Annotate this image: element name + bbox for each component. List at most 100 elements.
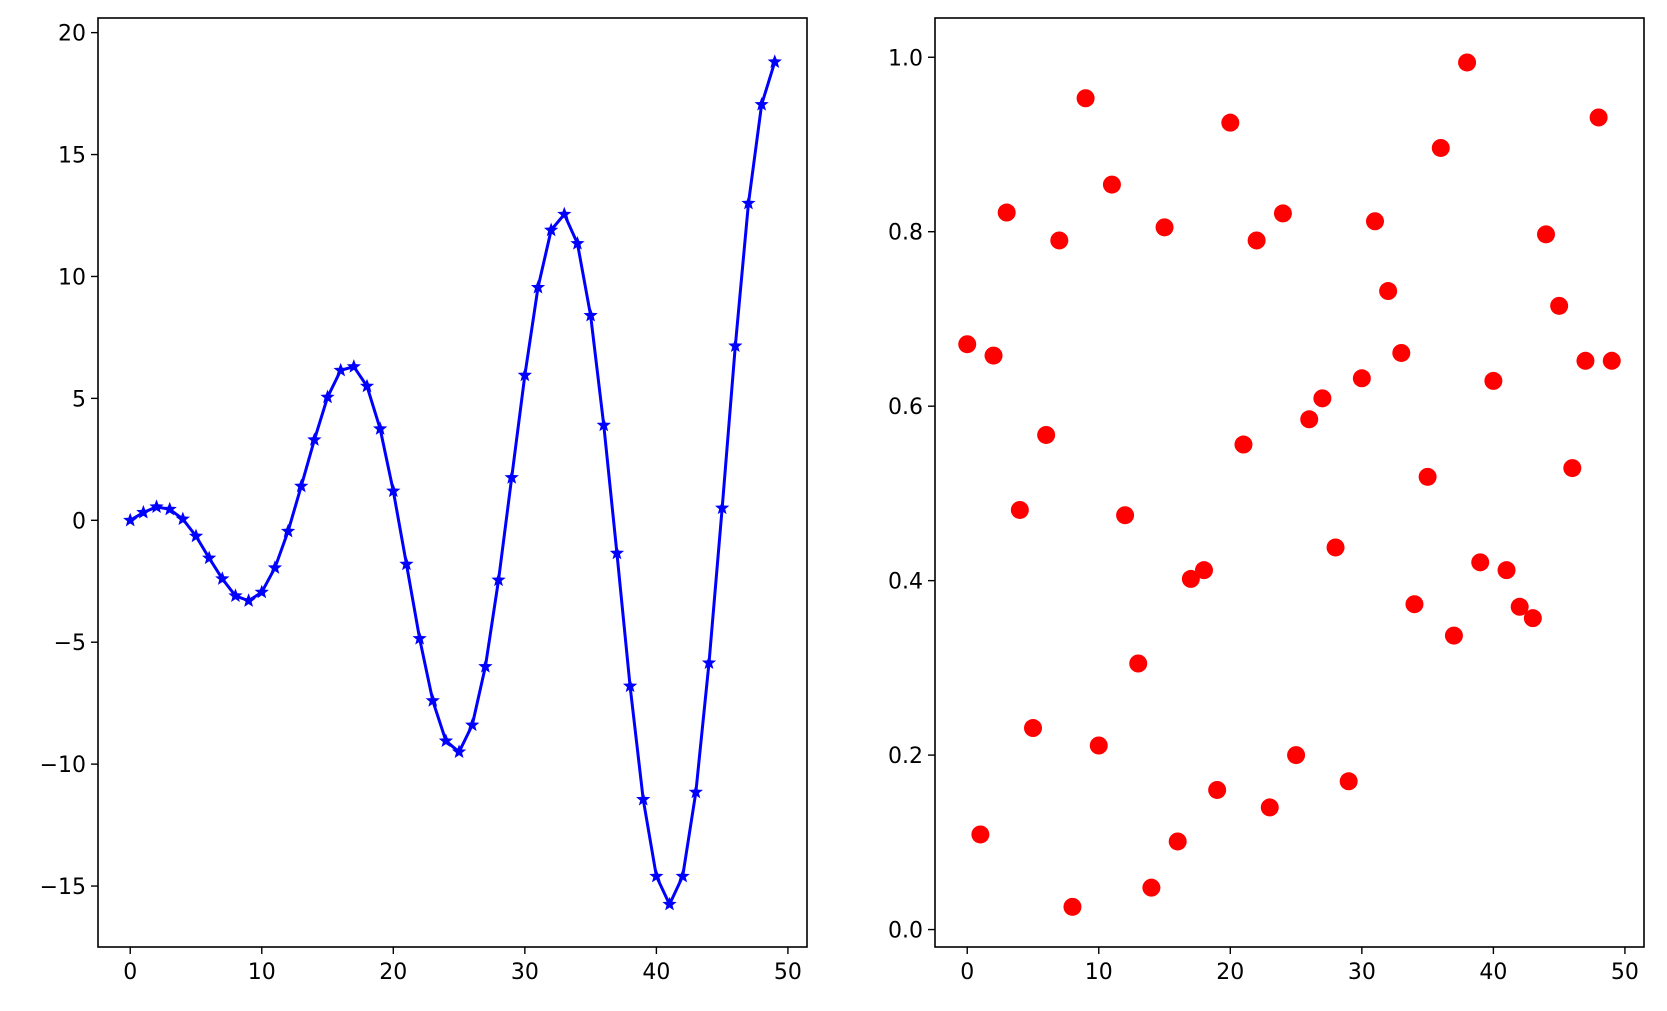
data-point-star bbox=[359, 378, 375, 393]
data-point-star bbox=[715, 500, 730, 515]
data-point bbox=[1010, 500, 1029, 519]
data-point-star bbox=[373, 421, 388, 435]
data-point bbox=[1563, 459, 1582, 478]
plot-area bbox=[123, 54, 782, 911]
y-tick-label: −5 bbox=[54, 631, 86, 656]
data-point-star bbox=[609, 545, 625, 560]
data-point-star bbox=[346, 359, 361, 373]
data-point-star bbox=[767, 54, 782, 68]
x-tick-label: 20 bbox=[1216, 960, 1244, 985]
data-point-star bbox=[425, 693, 440, 707]
data-point-star bbox=[162, 501, 177, 516]
data-point-star bbox=[478, 659, 493, 673]
data-point bbox=[1234, 435, 1253, 454]
x-tick-label: 30 bbox=[511, 960, 539, 985]
data-point-star bbox=[188, 528, 204, 543]
data-point bbox=[1339, 772, 1358, 791]
data-point-star bbox=[451, 744, 467, 758]
axes-frame bbox=[97, 17, 808, 948]
data-point bbox=[1444, 626, 1463, 645]
y-tick-label: 0 bbox=[72, 509, 86, 534]
data-point-star bbox=[241, 593, 256, 607]
data-point-star bbox=[517, 367, 532, 382]
data-point bbox=[1287, 746, 1306, 765]
data-point-star bbox=[123, 512, 138, 527]
y-tick-label: 1.0 bbox=[888, 46, 923, 71]
data-point bbox=[1523, 609, 1542, 628]
data-point-star bbox=[701, 655, 717, 669]
data-point-star bbox=[544, 222, 559, 237]
data-point bbox=[1550, 296, 1569, 315]
data-point bbox=[1471, 553, 1490, 572]
data-point bbox=[997, 203, 1016, 222]
data-point bbox=[1129, 654, 1148, 673]
data-point bbox=[1405, 595, 1424, 614]
data-point bbox=[1155, 218, 1174, 237]
data-point bbox=[1142, 878, 1161, 897]
data-point-star bbox=[754, 97, 769, 111]
y-tick-label: 0.4 bbox=[888, 570, 923, 595]
data-point-star bbox=[465, 717, 480, 732]
data-point bbox=[1537, 225, 1555, 244]
data-point-star bbox=[636, 791, 651, 806]
data-point bbox=[1208, 780, 1227, 799]
data-point bbox=[1024, 719, 1042, 738]
y-tick-label: 15 bbox=[58, 144, 86, 169]
y-tick-label: 5 bbox=[72, 387, 86, 412]
y-tick-label: −15 bbox=[40, 875, 86, 900]
data-point bbox=[1102, 175, 1121, 194]
data-point-star bbox=[557, 206, 572, 221]
data-point-star bbox=[333, 362, 348, 377]
y-tick-label: 0.0 bbox=[888, 919, 923, 944]
x-tick-label: 20 bbox=[379, 960, 407, 985]
data-point bbox=[1510, 597, 1529, 616]
data-point bbox=[1260, 798, 1279, 817]
x-tick-label: 0 bbox=[123, 960, 137, 985]
data-point bbox=[1458, 53, 1477, 72]
data-point bbox=[1063, 897, 1082, 916]
line-chart-panel: 0 10 20 30 40 50 −15 −10 −5 0 5 10 15 20 bbox=[40, 17, 808, 985]
data-point-star bbox=[583, 307, 598, 322]
data-point-star bbox=[662, 896, 677, 911]
data-point-star bbox=[649, 868, 664, 883]
data-point bbox=[1273, 204, 1292, 223]
data-point-star bbox=[491, 572, 506, 587]
scatter-chart-panel: 0 10 20 30 40 50 0.0 0.2 0.4 0.6 0.8 1.0 bbox=[888, 17, 1645, 985]
data-point bbox=[1050, 231, 1069, 250]
data-point bbox=[1418, 467, 1437, 486]
y-tick-label: −10 bbox=[40, 753, 86, 778]
data-point-star bbox=[136, 504, 151, 519]
data-point-star bbox=[504, 470, 519, 484]
x-tick-label: 50 bbox=[774, 960, 802, 985]
data-point bbox=[1076, 89, 1095, 108]
y-tick-label: 0.6 bbox=[888, 395, 923, 420]
data-point-star bbox=[688, 784, 703, 799]
x-tick-label: 10 bbox=[1085, 960, 1113, 985]
data-point-star bbox=[294, 478, 309, 493]
data-point-star bbox=[254, 584, 269, 599]
data-point-star bbox=[741, 195, 756, 210]
data-point bbox=[958, 335, 977, 354]
x-tick-label: 50 bbox=[1611, 960, 1639, 985]
x-tick-label: 40 bbox=[642, 960, 670, 985]
x-tick-label: 0 bbox=[960, 960, 974, 985]
data-point bbox=[1195, 561, 1213, 580]
data-point bbox=[971, 825, 990, 844]
plot-area bbox=[958, 53, 1621, 916]
y-tick-label: 0.2 bbox=[888, 744, 923, 769]
data-point-star bbox=[228, 588, 243, 602]
data-point-star bbox=[438, 733, 454, 748]
series-line bbox=[129, 61, 777, 906]
data-point-star bbox=[149, 499, 164, 513]
data-point bbox=[1576, 351, 1595, 370]
x-tick-label: 40 bbox=[1479, 960, 1507, 985]
y-tick-label: 10 bbox=[58, 265, 86, 290]
data-point-star bbox=[202, 550, 217, 565]
data-point bbox=[1313, 389, 1332, 408]
data-point bbox=[1484, 371, 1503, 390]
data-point-star bbox=[596, 417, 611, 432]
axes-frame bbox=[934, 17, 1645, 948]
y-tick-label: 20 bbox=[58, 22, 86, 47]
data-point bbox=[1431, 138, 1450, 157]
